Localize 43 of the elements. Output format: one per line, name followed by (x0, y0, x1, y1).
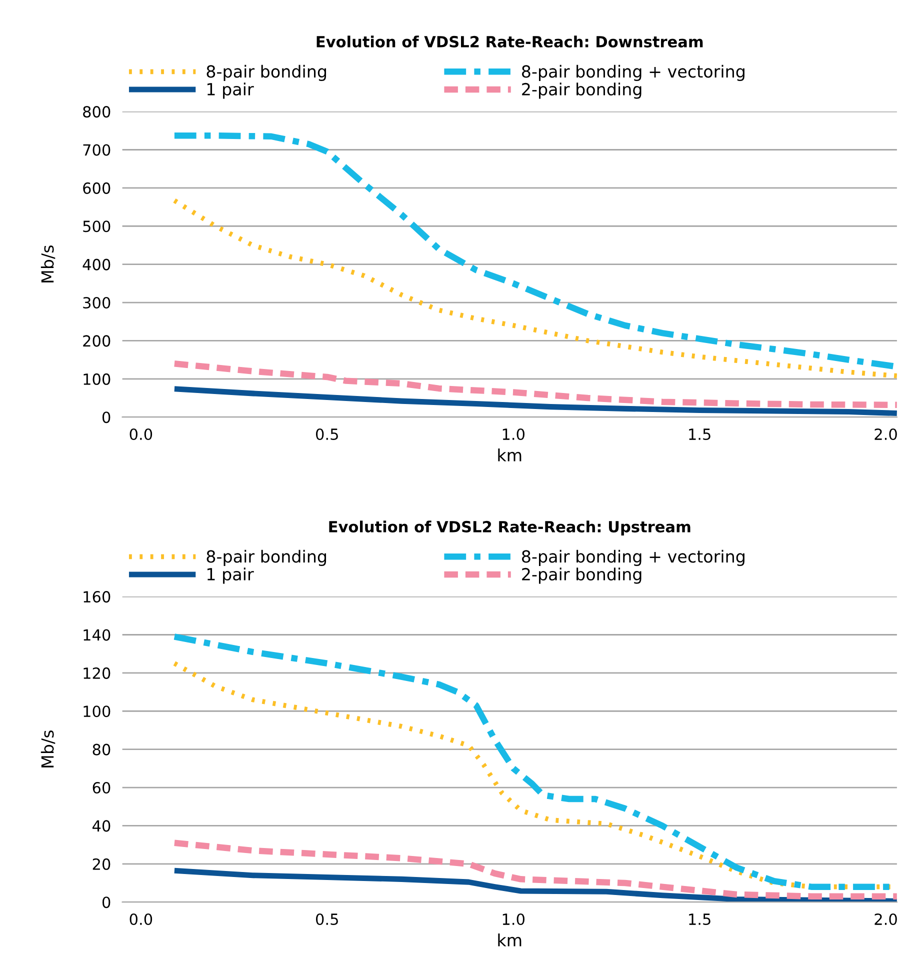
legend-label: 8-pair bonding + vectoring (522, 550, 744, 566)
y-tick-label: 100 (84, 373, 110, 385)
legend-label: 8-pair bonding + vectoring (522, 64, 744, 81)
x-tick-label: 0.5 (316, 428, 338, 440)
y-tick-label: 140 (84, 629, 110, 641)
y-tick-label: 20 (92, 858, 110, 870)
x-tick-label: 0.0 (130, 428, 152, 440)
x-axis-title: km (498, 448, 522, 462)
y-tick-label: 300 (83, 296, 110, 309)
y-tick-label: 40 (92, 820, 110, 832)
legend-label: 1 pair (207, 82, 254, 99)
x-tick-label: 2.0 (874, 913, 897, 926)
y-tick-label: 80 (92, 744, 110, 756)
y-tick-label: 800 (83, 106, 110, 118)
y-tick-label: 400 (82, 258, 110, 270)
legend-label: 2-pair bonding (522, 568, 642, 584)
y-tick-label: 600 (83, 182, 110, 194)
y-axis-title: Mb/s (40, 730, 56, 768)
chart-title: Evolution of VDSL2 Rate-Reach: Upstream (329, 520, 690, 536)
y-tick-label: 160 (84, 591, 110, 603)
legend-label: 2-pair bonding (522, 82, 642, 99)
y-tick-label: 0 (102, 896, 110, 908)
legend-label: 8-pair bonding (206, 64, 326, 81)
y-tick-label: 500 (83, 220, 110, 232)
chart-title: Evolution of VDSL2 Rate-Reach: Downstream (316, 36, 703, 48)
x-tick-label: 1.5 (689, 914, 710, 926)
x-tick-label: 1.0 (502, 913, 524, 926)
x-tick-label: 1.0 (502, 428, 524, 440)
legend-label: 8-pair bonding (206, 550, 326, 566)
y-tick-label: 120 (84, 667, 110, 679)
x-tick-label: 1.5 (689, 428, 710, 440)
x-tick-label: 0.0 (130, 913, 152, 926)
y-tick-label: 60 (92, 782, 110, 794)
x-tick-label: 2.0 (874, 428, 897, 440)
y-tick-label: 100 (84, 706, 110, 718)
x-tick-label: 0.5 (316, 913, 338, 926)
line-series (172, 198, 897, 378)
y-axis-title: Mb/s (40, 246, 56, 282)
y-tick-label: 700 (83, 144, 110, 156)
x-axis-title: km (498, 934, 522, 946)
y-tick-label: 0 (102, 412, 110, 424)
legend-label: 1 pair (207, 568, 254, 584)
y-tick-label: 200 (83, 335, 110, 347)
